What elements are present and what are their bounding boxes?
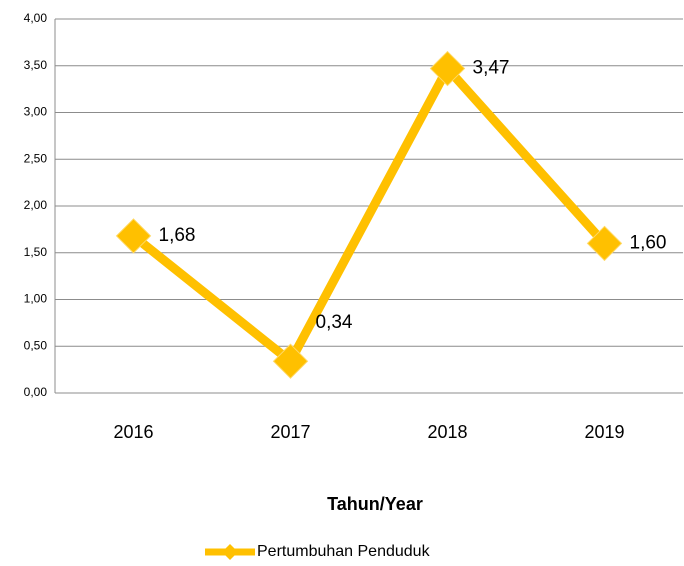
y-tick-label: 1,00: [24, 292, 48, 306]
data-label: 3,47: [473, 58, 510, 79]
y-tick-label: 2,50: [24, 151, 48, 165]
x-tick-label: 2019: [584, 422, 624, 442]
marker: [429, 50, 466, 87]
marker: [586, 225, 623, 262]
y-tick-label: 1,50: [24, 245, 48, 259]
y-tick-label: 0,00: [24, 385, 48, 399]
marker: [115, 218, 152, 254]
data-label: 0,34: [316, 312, 353, 333]
x-axis-title: Tahun/Year: [327, 494, 423, 514]
y-tick-label: 3,00: [24, 105, 48, 119]
data-label: 1,60: [630, 232, 667, 253]
y-tick-label: 2,00: [24, 198, 48, 212]
x-tick-label: 2018: [427, 422, 467, 442]
marker: [272, 343, 309, 379]
y-tick-label: 0,50: [24, 338, 48, 352]
x-tick-label: 2016: [113, 422, 153, 442]
series-line: [130, 64, 608, 366]
x-tick-label: 2017: [270, 422, 310, 442]
y-tick-label: 3,50: [24, 58, 48, 72]
data-label: 1,68: [159, 225, 196, 246]
legend-marker: [222, 544, 238, 560]
y-tick-label: 4,00: [24, 11, 48, 25]
legend-label: Pertumbuhan Penduduk: [257, 543, 431, 560]
